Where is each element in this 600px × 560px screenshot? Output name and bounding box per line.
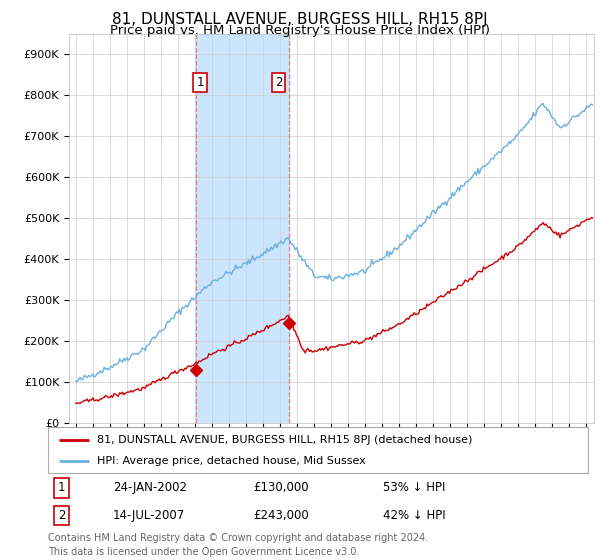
Text: £243,000: £243,000 xyxy=(253,509,309,522)
Text: 1: 1 xyxy=(196,76,204,89)
Text: Contains HM Land Registry data © Crown copyright and database right 2024.
This d: Contains HM Land Registry data © Crown c… xyxy=(48,533,428,557)
Text: 81, DUNSTALL AVENUE, BURGESS HILL, RH15 8PJ: 81, DUNSTALL AVENUE, BURGESS HILL, RH15 … xyxy=(112,12,488,27)
Text: HPI: Average price, detached house, Mid Sussex: HPI: Average price, detached house, Mid … xyxy=(97,456,365,466)
Text: 24-JAN-2002: 24-JAN-2002 xyxy=(113,481,187,494)
Text: £130,000: £130,000 xyxy=(253,481,309,494)
Text: 1: 1 xyxy=(58,481,65,494)
Bar xyxy=(196,34,289,423)
Text: 14-JUL-2007: 14-JUL-2007 xyxy=(113,509,185,522)
Text: 2: 2 xyxy=(275,76,283,89)
Text: 81, DUNSTALL AVENUE, BURGESS HILL, RH15 8PJ (detached house): 81, DUNSTALL AVENUE, BURGESS HILL, RH15 … xyxy=(97,435,472,445)
Text: 53% ↓ HPI: 53% ↓ HPI xyxy=(383,481,445,494)
Text: 42% ↓ HPI: 42% ↓ HPI xyxy=(383,509,445,522)
Text: Price paid vs. HM Land Registry's House Price Index (HPI): Price paid vs. HM Land Registry's House … xyxy=(110,24,490,37)
Text: 2: 2 xyxy=(58,509,65,522)
